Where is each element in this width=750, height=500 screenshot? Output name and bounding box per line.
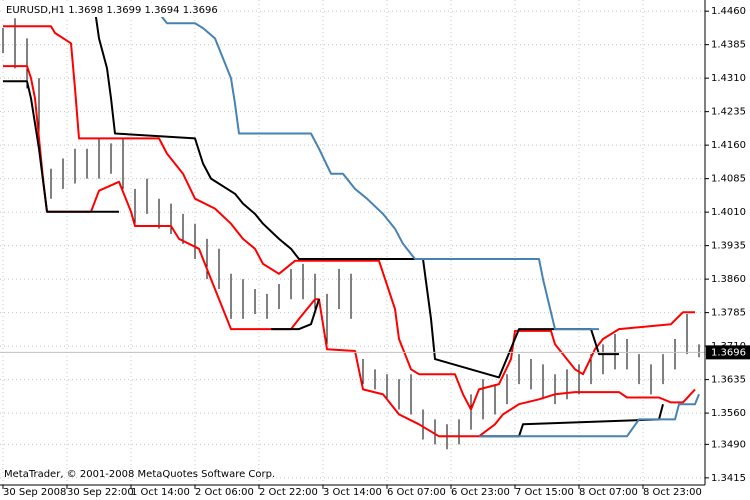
x-tick-label: 6 Oct 07:00: [387, 487, 446, 498]
y-tick-label: 1.4085: [711, 174, 746, 185]
x-tick-label: 3 Oct 14:00: [323, 487, 382, 498]
current-price-box: [706, 345, 750, 360]
y-tick-label: 1.3415: [711, 473, 746, 484]
x-tick-label: 30 Sep 2008: [3, 487, 66, 498]
y-tick-label: 1.3635: [711, 375, 746, 386]
y-tick-label: 1.3560: [711, 408, 746, 419]
x-tick-label: 6 Oct 23:00: [451, 487, 510, 498]
y-tick-label: 1.3785: [711, 308, 746, 319]
x-tick-label: 30 Sep 22:00: [67, 487, 134, 498]
indicator-line: [150, 2, 700, 438]
y-tick-label: 1.4385: [711, 40, 746, 51]
y-tick-label: 1.4010: [711, 207, 746, 218]
chart-title: EURUSD,H1 1.3698 1.3699 1.3694 1.3696: [6, 5, 218, 16]
current-price-label: 1.3696: [711, 347, 746, 358]
y-tick-label: 1.3935: [711, 241, 746, 252]
x-tick-label: 2 Oct 06:00: [195, 487, 254, 498]
indicator-line: [3, 9, 619, 379]
y-tick-label: 1.4160: [711, 140, 746, 151]
x-tick-label: 1 Oct 14:00: [131, 487, 190, 498]
y-tick-label: 1.4235: [711, 107, 746, 118]
x-tick-label: 2 Oct 22:00: [259, 487, 318, 498]
x-tick-label: 7 Oct 15:00: [515, 487, 574, 498]
indicator-line: [3, 25, 695, 411]
y-tick-label: 1.3490: [711, 439, 746, 450]
y-tick-label: 1.4460: [711, 6, 746, 17]
y-tick-label: 1.4310: [711, 73, 746, 84]
y-tick-label: 1.3860: [711, 274, 746, 285]
x-tick-label: 8 Oct 07:00: [579, 487, 638, 498]
x-tick-label: 8 Oct 23:00: [643, 487, 702, 498]
copyright: MetaTrader, © 2001-2008 MetaQuotes Softw…: [4, 469, 275, 480]
title-bg: [2, 3, 192, 17]
plot-area: [0, 0, 705, 485]
